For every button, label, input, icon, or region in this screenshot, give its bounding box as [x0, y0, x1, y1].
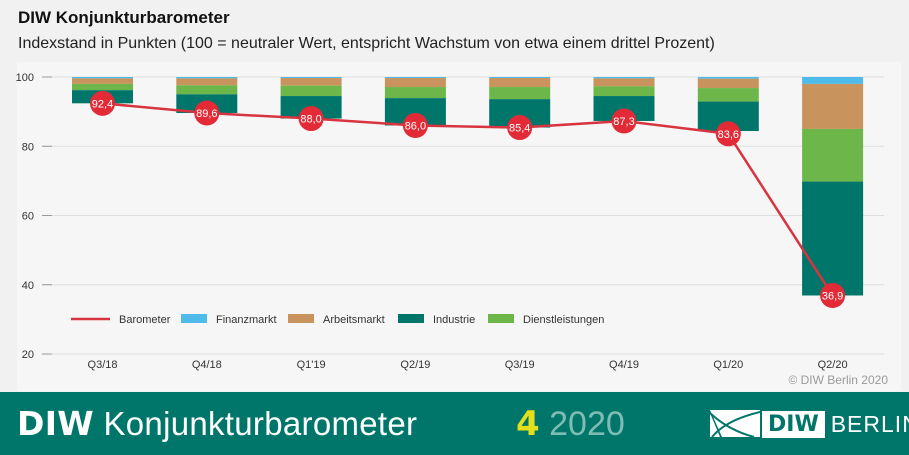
x-tick-label: Q2/20	[818, 359, 848, 371]
barometer-value-label: 86,0	[405, 120, 426, 132]
bar-segment-arbeitsmarkt	[280, 78, 342, 86]
bar-segment-arbeitsmarkt	[384, 78, 446, 88]
x-tick-label: Q4/19	[609, 359, 639, 371]
legend: Barometer Finanzmarkt Arbeitsmarkt Industri…	[71, 314, 604, 326]
barometer-value-label: 36,9	[822, 290, 843, 302]
barometer-marker	[715, 121, 741, 147]
barometer-value-label: 88,0	[300, 114, 321, 126]
barometer-markers: 92,4 89,6 88,0 86,0 85,4 87,3 83,6 36,9	[90, 90, 846, 308]
bar-segment-finanzmarkt	[176, 77, 238, 79]
plot-background	[17, 62, 901, 391]
barometer-marker	[402, 112, 428, 138]
barometer-marker	[507, 115, 533, 141]
barometer-marker	[820, 282, 846, 308]
legend-label: Barometer	[119, 314, 171, 326]
bar-segment-dienstleistungen	[802, 128, 864, 182]
bar-segment-arbeitsmarkt	[802, 83, 864, 129]
legend-swatch-icon	[398, 314, 424, 323]
y-tick-label: 20	[22, 349, 34, 361]
logo-berlin-text: BERLIN	[830, 410, 909, 437]
issue-label: 4 2020	[516, 404, 625, 444]
y-tick-label: 40	[22, 280, 34, 292]
legend-label: Arbeitsmarkt	[323, 314, 385, 326]
barometer-line	[102, 102, 834, 297]
footer-banner: DIW Konjunkturbarometer 4 2020 DIW BERLI…	[0, 392, 909, 455]
chart-title: DIW Konjunkturbarometer	[18, 8, 230, 27]
bar-segment-finanzmarkt	[697, 77, 759, 79]
bar-segment-arbeitsmarkt	[72, 78, 133, 84]
bar-segment-dienstleistungen	[593, 86, 655, 97]
barometer-value-label: 87,3	[613, 116, 634, 128]
footer-title-rest: Konjunkturbarometer	[103, 405, 418, 442]
footer-title-bold: DIW	[17, 404, 94, 443]
bar-segment-finanzmarkt	[489, 77, 551, 79]
diw-logo-mark-icon	[710, 410, 760, 438]
bar-segment-dienstleistungen	[72, 83, 133, 91]
bar-segment-arbeitsmarkt	[593, 78, 655, 87]
barometer-marker	[298, 106, 324, 132]
chart-plot: 100 80 60 40 20 92,4 89,6 88,0 86,0 85,4 87,3 83,6…	[15, 62, 901, 391]
bar-segment-dienstleistungen	[489, 87, 551, 100]
bar-segment-arbeitsmarkt	[489, 78, 551, 88]
legend-swatch-icon	[288, 314, 314, 323]
bar-segment-finanzmarkt	[384, 77, 446, 79]
barometer-marker	[194, 100, 220, 126]
bar-segment-finanzmarkt	[280, 77, 342, 79]
bar-segment-finanzmarkt	[802, 77, 864, 84]
diw-berlin-logo: DIW BERLIN	[710, 410, 909, 438]
x-tick-label: Q3/19	[505, 359, 535, 371]
bar-segment-dienstleistungen	[176, 85, 238, 95]
copyright-text: © DIW Berlin 2020	[788, 373, 888, 387]
bar-segment-finanzmarkt	[72, 77, 133, 79]
bar-segment-finanzmarkt	[593, 77, 655, 79]
barometer-marker	[90, 90, 115, 116]
issue-year: 2020	[549, 405, 625, 443]
legend-swatch-icon	[181, 314, 207, 323]
bar-segment-industrie	[802, 181, 864, 296]
barometer-value-label: 92,4	[92, 98, 113, 110]
x-tick-label: Q1'19	[297, 359, 326, 371]
x-tick-label: Q1/20	[713, 359, 743, 371]
y-axis-ticks: 100 80 60 40 20	[16, 72, 52, 361]
legend-label: Finanzmarkt	[216, 314, 277, 326]
bar-segment-dienstleistungen	[280, 85, 342, 97]
barometer-value-label: 85,4	[509, 123, 530, 135]
issue-number: 4	[516, 404, 540, 444]
x-tick-label: Q4/18	[192, 359, 222, 371]
bar-segment-arbeitsmarkt	[697, 78, 759, 89]
legend-swatch-icon	[488, 314, 514, 323]
x-tick-label: Q2/19	[400, 359, 430, 371]
barometer-marker	[611, 108, 637, 134]
logo-diw-text: DIW	[762, 410, 825, 438]
barometer-value-label: 83,6	[718, 129, 739, 141]
chart-subtitle: Indexstand in Punkten (100 = neutraler W…	[18, 35, 715, 52]
y-tick-label: 60	[22, 211, 34, 223]
bar-segment-arbeitsmarkt	[176, 78, 238, 86]
legend-label: Dienstleistungen	[523, 314, 604, 326]
y-tick-label: 80	[22, 141, 34, 153]
barometer-value-label: 89,6	[196, 108, 217, 120]
y-tick-label: 100	[16, 72, 34, 84]
bar-segment-dienstleistungen	[384, 87, 446, 99]
footer-title: DIW Konjunkturbarometer	[17, 404, 417, 443]
bar-segment-dienstleistungen	[697, 88, 759, 102]
legend-label: Industrie	[433, 314, 475, 326]
x-tick-label: Q3/18	[88, 359, 118, 371]
x-axis-labels: Q3/18 Q4/18 Q1'19 Q2/19 Q3/19 Q4/19 Q1/20 Q2/20	[88, 359, 848, 371]
